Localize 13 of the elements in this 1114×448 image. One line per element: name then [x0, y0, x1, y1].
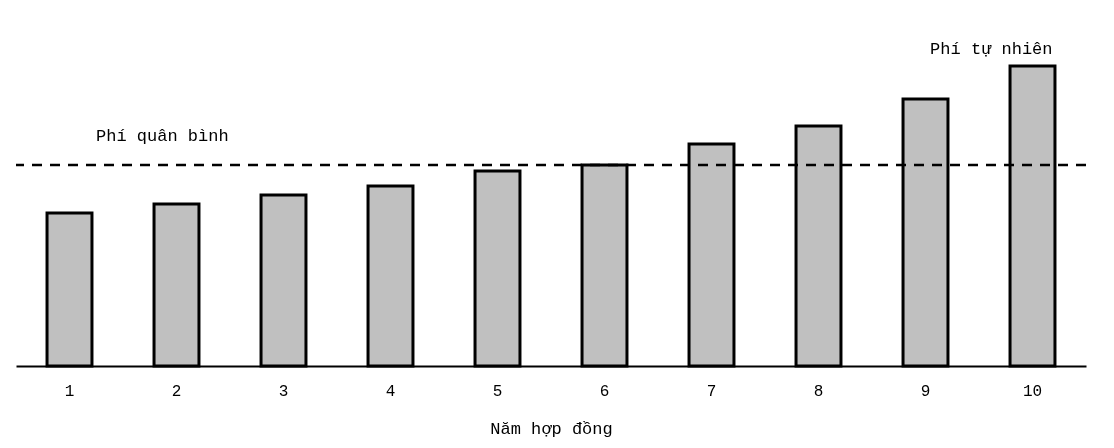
x-axis-title: Năm hợp đồng — [490, 419, 613, 439]
x-tick-label: 4 — [385, 382, 396, 401]
x-tick-label: 2 — [171, 382, 182, 401]
x-tick-label: 1 — [64, 382, 75, 401]
x-tick-label: 8 — [813, 382, 824, 401]
x-tick-label: 6 — [599, 382, 610, 401]
x-tick-label: 9 — [920, 382, 931, 401]
x-tick-label: 10 — [1022, 382, 1043, 401]
x-tick-label: 3 — [278, 382, 289, 401]
annotation: Phí tự nhiên — [930, 40, 1053, 59]
ref-line-label: Phí quân bình — [96, 127, 229, 146]
x-tick-label: 7 — [706, 382, 717, 401]
x-tick-label: 5 — [492, 382, 503, 401]
